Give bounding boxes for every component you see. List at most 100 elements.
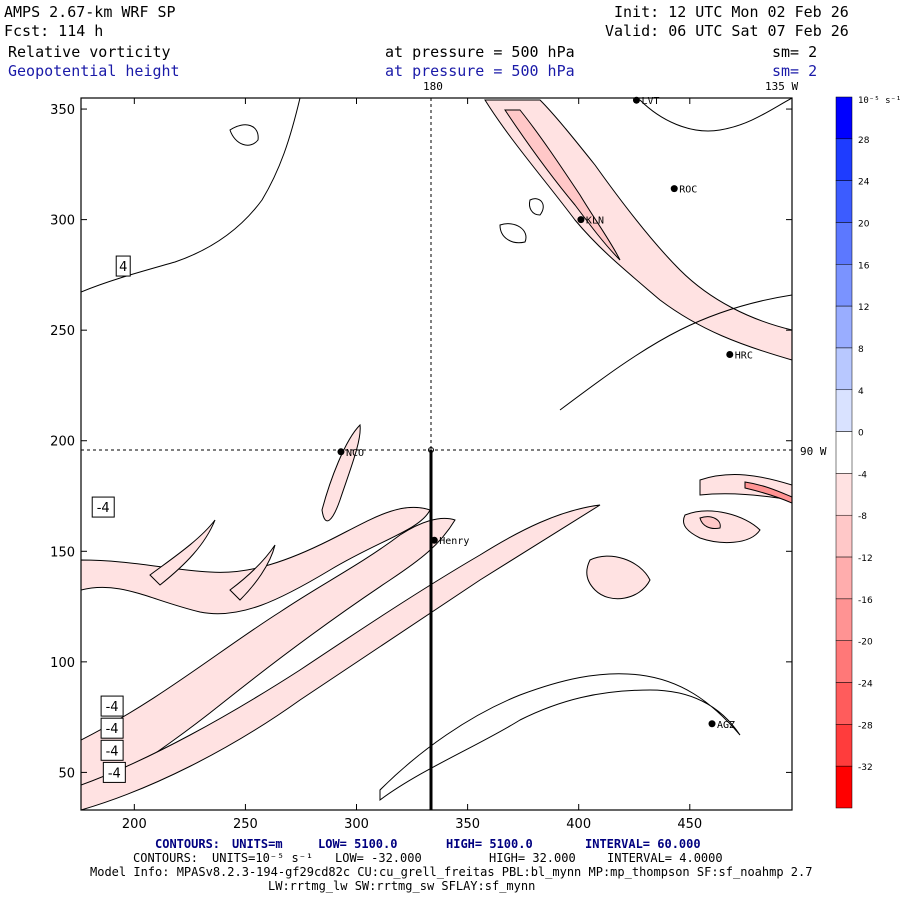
station-dot [337,448,345,456]
y-tick-label: 350 [50,103,75,118]
contour-label-box [100,695,124,717]
colorbar-tick-label: -28 [858,721,873,731]
vorticity-shading [81,98,792,810]
contour-label-box [102,761,126,783]
colorbar-swatch [835,180,853,223]
contour-label: -4 [106,744,119,759]
init-time: Init: 12 UTC Mon 02 Feb 26 [614,3,849,21]
vorticity-patch-east-mid [586,555,651,600]
contour-label: -4 [97,501,110,516]
colorbar-swatch [835,765,853,809]
colorbar-swatch [835,138,853,181]
colorbar-swatch [835,264,853,307]
x-tick-label: 300 [344,817,369,832]
footer-model-info: Model Info: MPASv8.2.3-194-gf29cd82c CU:… [90,865,813,879]
colorbar-swatch [835,640,853,683]
footer-line2-interval: INTERVAL= 4.0000 [607,851,723,865]
field2-pressure: at pressure = 500 hPa [385,62,575,80]
contour-small-1 [229,124,259,146]
station-label: Henry [439,536,469,547]
colorbar-tick-label: 16 [858,261,870,271]
colorbar-tick-label: 28 [858,136,870,146]
footer-line1-label: CONTOURS: [155,837,221,851]
colorbar-swatch [835,514,853,558]
station-dot [708,720,716,728]
station-label: ROC [679,185,697,196]
field2-sm: sm= 2 [772,62,818,80]
colorbar-swatch [835,96,853,140]
plot-frame [80,97,793,811]
colorbar: 28 24 20 16 12 8 4 0 -4 -8 -12 -16 -20 -24 -28 -32 [835,96,873,809]
x-tick-label: 400 [566,817,591,832]
station-label: AGZ [717,720,735,731]
colorbar-swatch [835,724,853,767]
vorticity-core-southeast [699,516,721,529]
vorticity-core-east [744,481,792,504]
forecast-hour: Fcst: 114 h [4,22,104,40]
station-dot [726,350,734,358]
vorticity-band-northeast-inner [504,109,621,261]
x-tick-label: 250 [233,817,258,832]
footer-line1-high: HIGH= 5100.0 [446,837,533,851]
colorbar-swatch [835,305,853,349]
zero-contour-east [559,294,792,411]
colorbar-tick-label: -20 [858,638,873,648]
vorticity-band-main [81,517,456,806]
station-dot [670,185,678,193]
station-label: HRC [735,350,753,361]
height-contour-north [81,98,301,293]
field1-sm: sm= 2 [772,43,818,61]
colorbar-swatch [835,556,853,600]
y-tick-label: 200 [50,435,75,450]
footer-line2-label: CONTOURS: [133,851,199,865]
contour-label: 4 [119,260,127,275]
station-label: LVT [641,96,659,107]
footer-line1-units: UNITS=m [232,837,283,851]
vorticity-patch-ncoast [321,423,361,522]
colorbar-unit: 10⁻⁵ s⁻¹ [858,96,900,106]
contour-small-3 [499,223,527,244]
colorbar-tick-label: -32 [858,763,873,773]
vorticity-contour-northwest [639,98,792,132]
zero-contour-south [379,673,741,801]
vorticity-patch-southeast [683,510,761,543]
contour-label-box [115,255,131,277]
lon-label-90w: 90 W [800,445,827,458]
vorticity-patch-west2 [229,544,276,601]
y-tick-label: 150 [50,545,75,560]
station-dot [577,216,585,224]
y-tick-label: 250 [50,324,75,339]
colorbar-tick-label: 12 [858,303,869,313]
y-tick-label: 50 [58,766,75,781]
field2-name: Geopotential height [8,62,180,80]
x-tick-label: 450 [677,817,702,832]
colorbar-tick-label: 20 [858,219,870,229]
colorbar-tick-label: -16 [858,596,873,606]
footer-line1-interval: INTERVAL= 60.000 [585,837,701,851]
field1-pressure: at pressure = 500 hPa [385,43,575,61]
footer-line1-low: LOW= 5100.0 [318,837,398,851]
station-dot [430,536,438,544]
footer-line2-units: UNITS=10⁻⁵ s⁻¹ [212,851,314,865]
colorbar-tick-label: -8 [858,512,867,522]
contour-labels: 4 -4 -4 -4 -4 -4 [91,255,131,783]
colorbar-swatch [835,598,853,641]
contour-label: -4 [108,766,121,781]
x-axis-ticks: 200 250 300 350 400 450 [122,98,702,832]
lon-label-135w: 135 W [765,80,798,93]
contour-label-box [91,496,115,518]
footer-line2-low: LOW= -32.000 [335,851,422,865]
footer-physics-info: LW:rrtmg_lw SW:rrtmg_sw SFLAY:sf_mynn [268,879,536,893]
colorbar-swatch [835,682,853,725]
station-label: KLN [586,216,604,227]
colorbar-swatch [835,222,853,265]
x-tick-label: 200 [122,817,147,832]
colorbar-tick-label: 0 [858,429,864,439]
contour-small-2 [529,198,544,216]
colorbar-tick-label: 4 [858,387,864,397]
field1-name: Relative vorticity [8,43,171,61]
vorticity-patch-west1 [149,519,216,586]
colorbar-swatch [835,431,853,474]
valid-time: Valid: 06 UTC Sat 07 Feb 26 [605,22,849,40]
